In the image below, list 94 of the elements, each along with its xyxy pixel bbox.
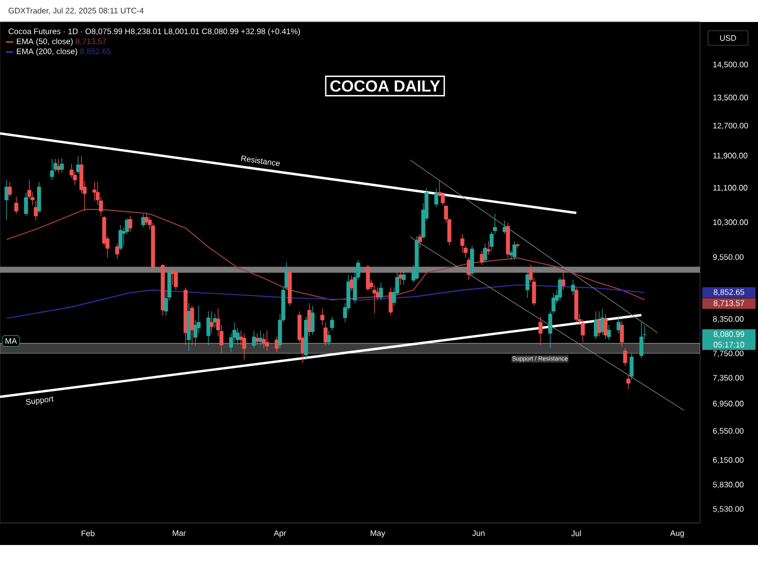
candlestick [330,316,334,331]
text: 05:17:10 [714,342,744,348]
candlestick [388,287,393,316]
text: Resistance [241,155,280,166]
candlestick [594,310,598,340]
candlestick [115,242,120,260]
text: Support [26,396,54,406]
x-tick-label: Mar [172,530,186,536]
candlestick [600,308,604,335]
candlestick [252,330,256,348]
candlestick [623,348,628,366]
candlestick [626,374,630,390]
y-tick-label: 11,100.00 [713,184,748,192]
candlestick [258,330,262,347]
annotation: MA [6,338,17,344]
text: 8,713.57 [714,300,744,307]
candlestick [174,269,178,290]
y-tick-label: 8,350.00 [713,316,744,323]
candlestick [24,192,28,216]
candlestick [144,212,149,226]
y-tick-label: 6,550.00 [713,428,744,435]
y-tick-label: 7,350.00 [713,374,744,382]
y-tick-label: 5,830.00 [713,482,744,488]
candlestick [630,354,634,380]
y-tick-label: 5,530.00 [713,506,744,513]
legend-label: EMA (200, close) [16,48,78,56]
candlestick [60,158,64,174]
x-tick-label: Jul [571,530,581,536]
candlestick [190,306,194,346]
candlestick [350,275,354,292]
candlestick [558,276,562,301]
candlestick [320,308,324,326]
candlestick [128,216,132,232]
candlestick [402,266,406,286]
annotation: 8,713.57 [76,38,106,46]
candlestick [206,310,210,346]
candlestick [606,324,611,340]
candlestick [502,220,507,234]
y-tick-label: 11,900.00 [713,152,748,160]
candlestick [366,264,370,292]
candlestick [512,240,516,260]
candlestick [264,330,269,352]
x-tick-label: Feb [82,530,94,536]
candlestick [274,336,279,352]
y-tick-label: 6,950.00 [713,400,744,408]
candlestick [483,242,488,263]
text: 8,852.65 [714,289,744,296]
text: 8,080.99 [714,331,744,338]
candlestick [639,322,644,358]
text: Cocoa Futures · 1D · O8,075.99 H8,238.01 L8,001.01 C8,080.99 +32.98 (+0.41%) [8,28,300,36]
candlestick [466,257,471,280]
y-tick-label: 13,500.00 [713,94,748,102]
candlestick [561,272,566,290]
candlestick [418,234,422,248]
candlestick [480,250,484,266]
line-series [6,284,646,319]
y-tick-label: 10,300.00 [713,219,748,226]
candlestick [604,314,608,340]
y-tick-label: 14,500.00 [713,62,748,68]
candlestick [620,320,624,348]
candlestick [141,213,146,228]
candlestick [50,158,54,180]
candlestick [210,310,214,334]
candlestick [118,224,122,251]
x-tick-label: Apr [274,530,286,538]
candlestick [262,333,266,348]
y-tick-label: 6,150.00 [713,457,744,464]
y-tick-label: 7,750.00 [713,350,744,358]
legend-label: EMA (50, close) [16,38,73,46]
candlestick [255,333,260,346]
candlestick [486,240,490,256]
text: COCOA DAILY [330,80,440,92]
candlestick [538,316,542,346]
candlestick [34,200,38,221]
text: GDXTrader, Jul 22, 2025 08:11 UTC-4 [8,8,144,14]
candlestick [460,234,464,254]
candlestick [525,269,530,298]
candlestick [571,279,576,296]
annotation: 8,852.65 [80,48,111,56]
candlestick [8,182,12,197]
candlestick [14,196,18,214]
candlestick [242,333,246,360]
candlestick [310,306,315,335]
y-tick-label: 9,550.00 [713,254,744,261]
candlestick [434,188,438,208]
candlestick [378,282,383,301]
y-axis-title: USD [720,35,736,41]
x-tick-label: Aug [670,530,684,538]
x-tick-label: Jun [472,530,485,536]
x-tick-label: May [370,530,386,538]
candlestick [326,330,331,346]
y-tick-label: 12,700.00 [713,122,748,130]
candlestick [307,302,312,337]
candlestick [92,182,96,202]
